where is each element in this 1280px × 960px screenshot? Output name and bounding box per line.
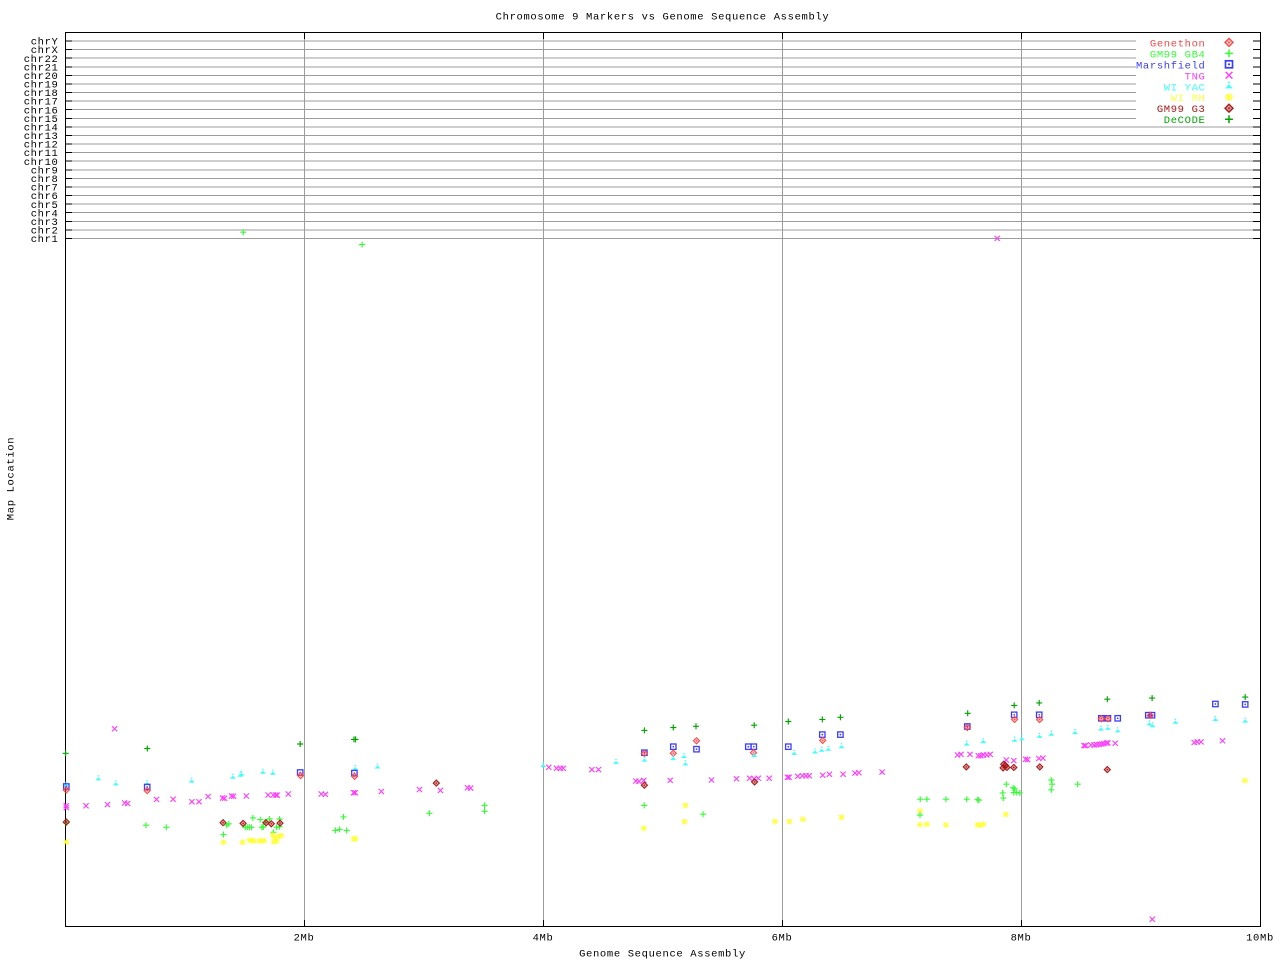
svg-text:chr4: chr4 xyxy=(31,208,59,220)
svg-text:chr11: chr11 xyxy=(24,148,59,160)
svg-text:WI YAC: WI YAC xyxy=(1164,82,1206,94)
svg-text:chr2: chr2 xyxy=(31,226,59,238)
svg-text:4Mb: 4Mb xyxy=(533,933,554,945)
svg-text:chr3: chr3 xyxy=(31,217,59,229)
svg-text:chr16: chr16 xyxy=(24,105,59,117)
svg-text:Chromosome 9 Markers vs Genome: Chromosome 9 Markers vs Genome Sequence … xyxy=(496,12,830,24)
svg-text:6Mb: 6Mb xyxy=(772,933,793,945)
svg-text:chr19: chr19 xyxy=(24,80,59,92)
svg-text:chr17: chr17 xyxy=(24,97,59,109)
svg-text:chr8: chr8 xyxy=(31,174,59,186)
svg-text:chrX: chrX xyxy=(31,45,59,57)
svg-text:2Mb: 2Mb xyxy=(294,933,315,945)
svg-text:GM99 GB4: GM99 GB4 xyxy=(1150,49,1206,61)
svg-text:chr14: chr14 xyxy=(24,123,59,135)
svg-text:chr15: chr15 xyxy=(24,114,59,126)
svg-text:chr5: chr5 xyxy=(31,200,59,212)
svg-text:chr1: chr1 xyxy=(31,234,59,246)
svg-text:Genome Sequence Assembly: Genome Sequence Assembly xyxy=(579,949,746,960)
svg-text:chr20: chr20 xyxy=(24,71,59,83)
svg-text:GM99 G3: GM99 G3 xyxy=(1157,104,1206,116)
svg-text:chr10: chr10 xyxy=(24,157,59,169)
svg-text:chrY: chrY xyxy=(31,37,59,49)
svg-text:Marshfield: Marshfield xyxy=(1136,60,1206,72)
svg-text:chr7: chr7 xyxy=(31,183,59,195)
svg-text:chr21: chr21 xyxy=(24,62,59,74)
svg-text:chr13: chr13 xyxy=(24,131,59,143)
svg-text:Genethon: Genethon xyxy=(1150,38,1206,50)
svg-text:TNG: TNG xyxy=(1185,71,1206,83)
svg-text:WI RH: WI RH xyxy=(1171,93,1206,105)
svg-text:chr6: chr6 xyxy=(31,191,59,203)
svg-text:Map Location: Map Location xyxy=(6,437,18,520)
svg-text:DeCODE: DeCODE xyxy=(1164,115,1206,127)
svg-text:8Mb: 8Mb xyxy=(1011,933,1032,945)
svg-text:chr18: chr18 xyxy=(24,88,59,100)
svg-text:chr12: chr12 xyxy=(24,140,59,152)
svg-text:chr9: chr9 xyxy=(31,165,59,177)
svg-text:10Mb: 10Mb xyxy=(1246,933,1274,945)
svg-text:chr22: chr22 xyxy=(24,54,59,66)
